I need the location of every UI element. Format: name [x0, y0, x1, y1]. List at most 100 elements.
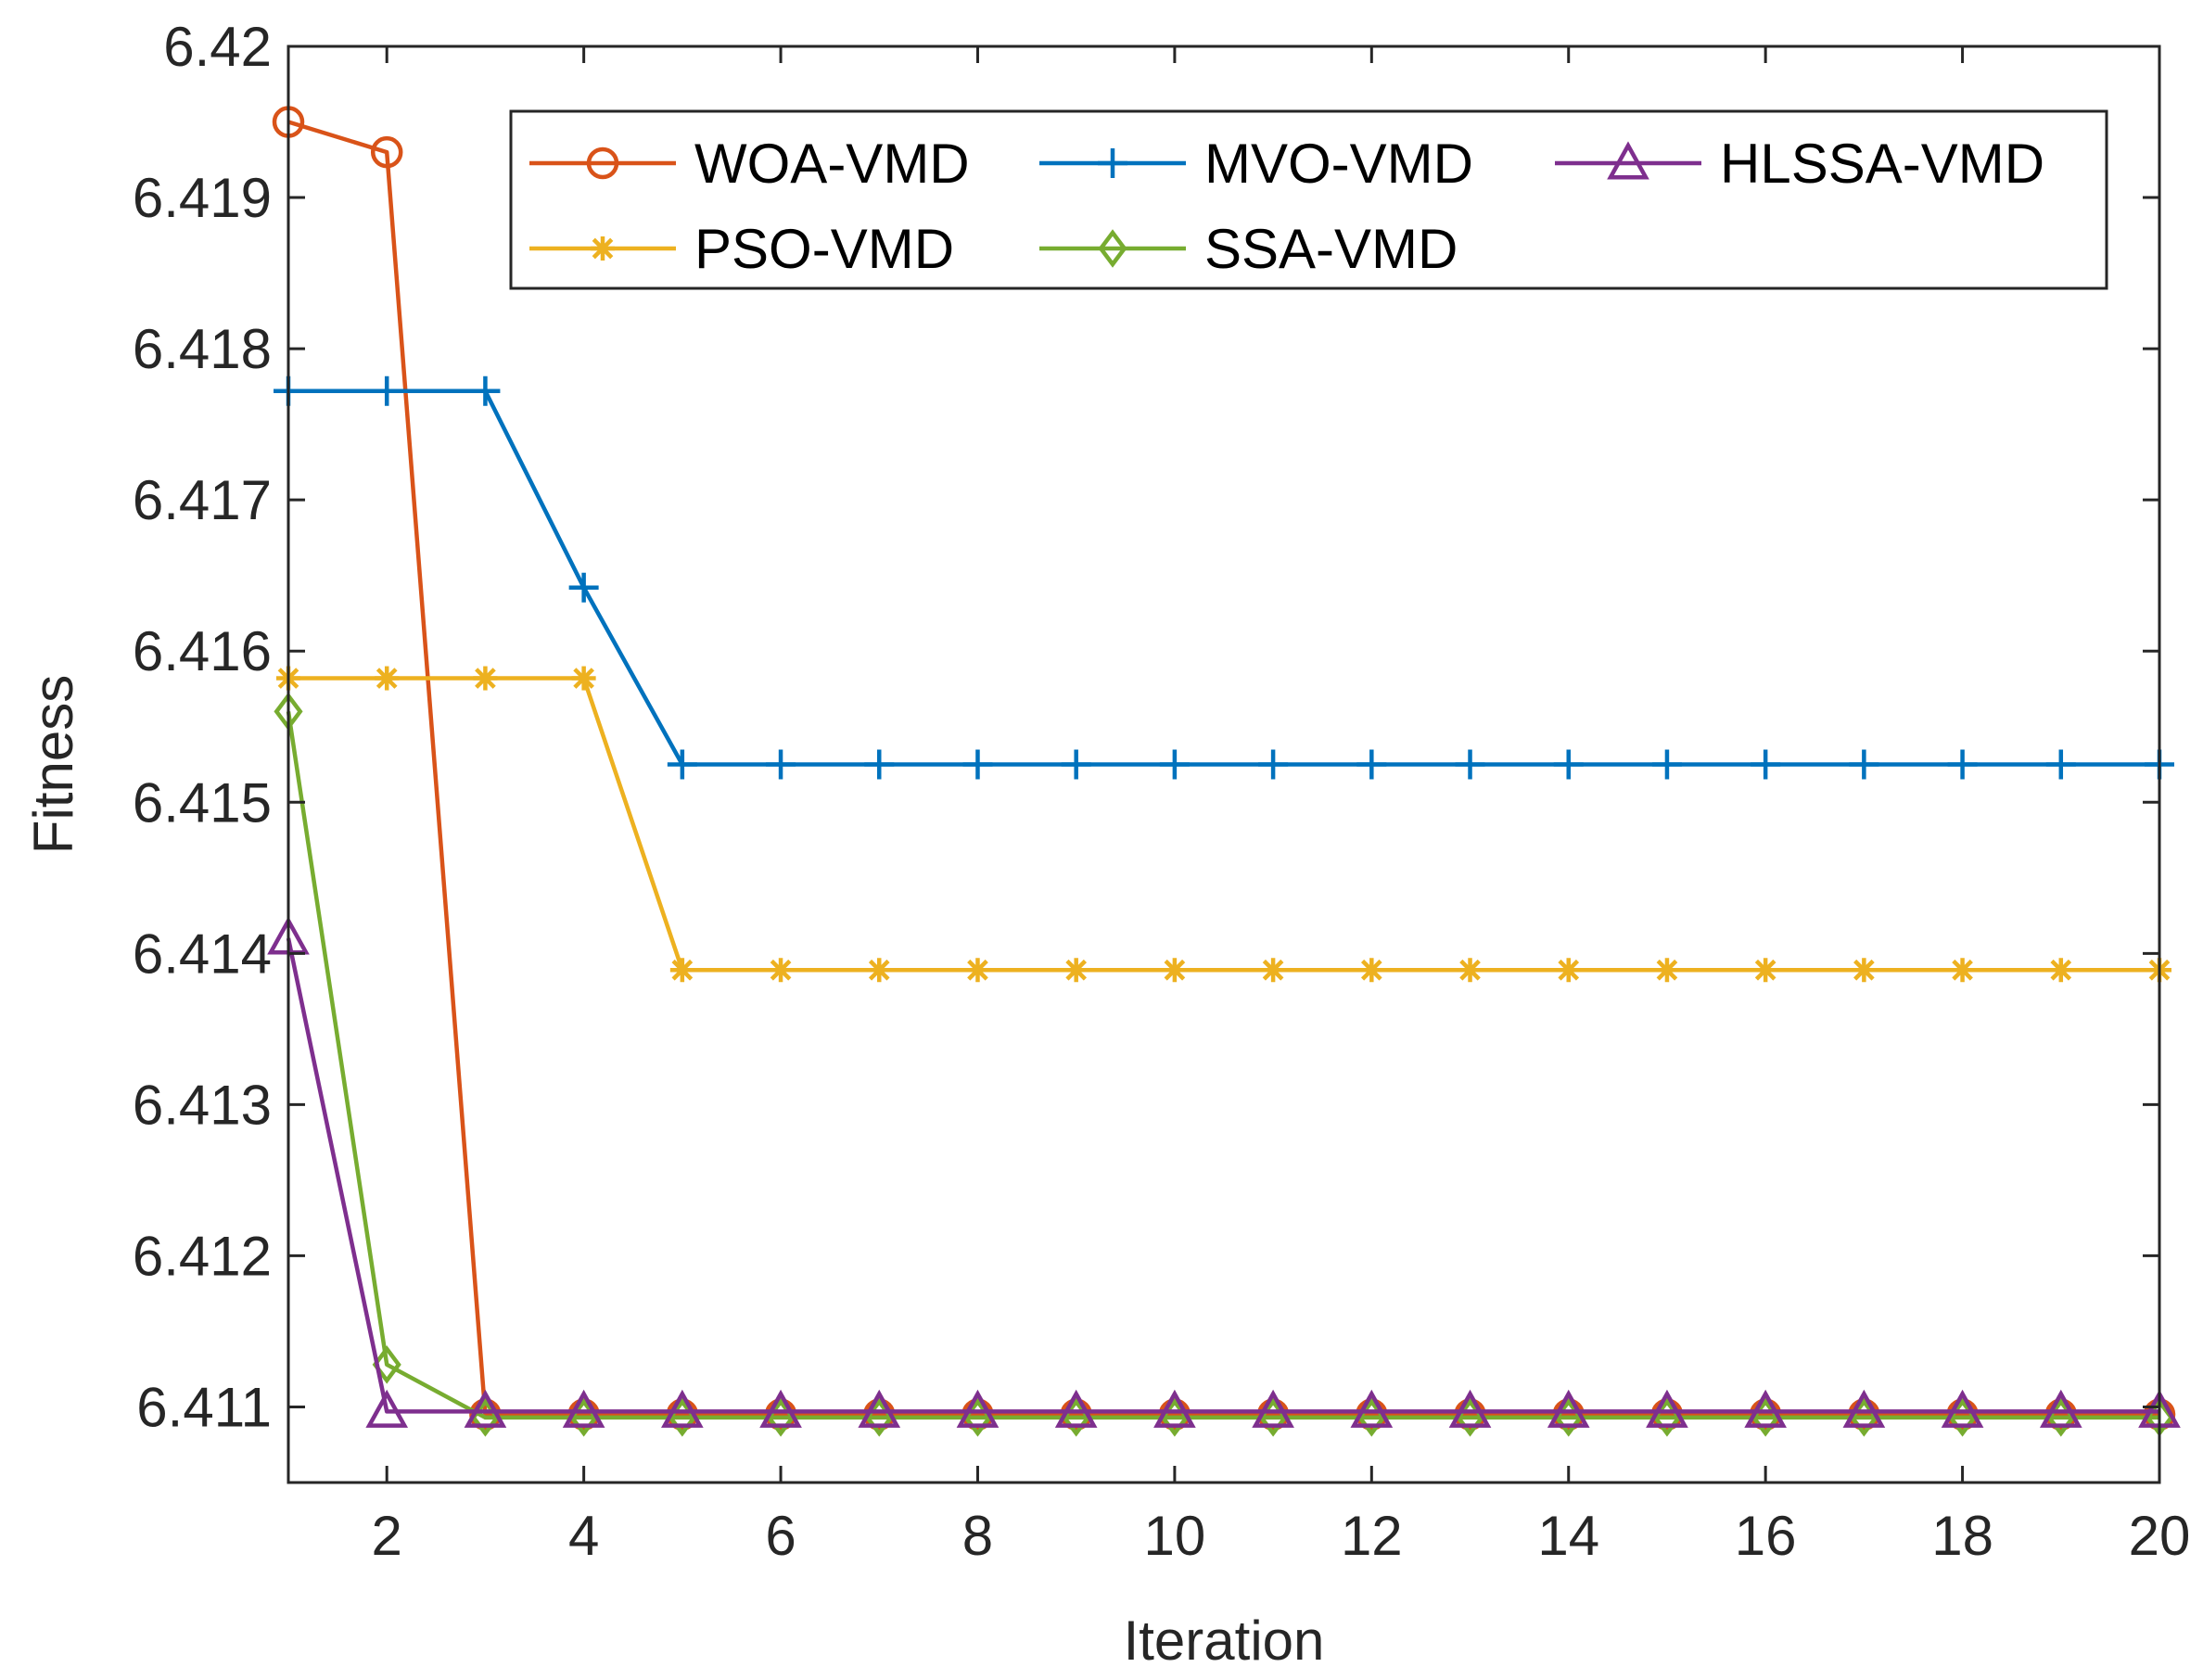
data-point	[1842, 1389, 1886, 1428]
legend-item-ssa-vmd: SSA-VMD	[1039, 218, 1458, 280]
legend-label: PSO-VMD	[694, 218, 954, 280]
series-line	[288, 388, 2159, 767]
x-tick-label: 10	[1144, 1505, 1206, 1567]
data-point	[769, 958, 794, 983]
data-point	[858, 1389, 901, 1428]
data-point	[2045, 749, 2076, 780]
data-point	[1356, 749, 1387, 780]
legend-item-mvo-vmd: MVO-VMD	[1039, 133, 1473, 195]
data-point	[1651, 749, 1682, 780]
data-point	[661, 1389, 704, 1428]
data-point	[1359, 958, 1384, 983]
y-tick-label: 6.42	[163, 16, 272, 78]
x-axis-label: Iteration	[1124, 1610, 1325, 1672]
x-tick-label: 2	[372, 1505, 402, 1567]
x-tick-label: 20	[2129, 1505, 2191, 1567]
x-tick-label: 14	[1537, 1505, 1599, 1567]
data-point	[1162, 958, 1187, 983]
data-point	[1941, 1389, 1984, 1428]
data-point	[2039, 1389, 2082, 1428]
data-point	[1258, 749, 1289, 780]
x-tick-label: 12	[1341, 1505, 1403, 1567]
data-point	[669, 958, 694, 983]
data-point	[1458, 958, 1483, 983]
ticks-layer: 2 4 6 8 10 12 14 16 18 20 6.411 6.412 6.413 6.414 6.41…	[133, 16, 2191, 1567]
data-point	[1553, 749, 1584, 780]
data-point	[1646, 1389, 1688, 1428]
data-point	[1261, 958, 1286, 983]
series-line	[288, 676, 2159, 973]
plot-area-frame	[287, 45, 2161, 1484]
data-point	[1852, 958, 1877, 983]
y-tick-label: 6.416	[133, 620, 272, 682]
data-point	[375, 666, 400, 691]
data-point	[1455, 749, 1485, 780]
legend-marker	[586, 146, 619, 180]
data-point	[2048, 958, 2073, 983]
legend-marker	[591, 236, 615, 261]
series-mvo-vmd	[274, 375, 2174, 780]
y-tick-label: 6.417	[133, 469, 272, 531]
legend: WOA-VMD MVO-VMD HLSSA-VMD PSO-VMD SSA-VMD	[509, 109, 2108, 290]
x-tick-label: 16	[1735, 1505, 1797, 1567]
data-point	[667, 749, 697, 780]
data-point	[956, 1389, 1000, 1428]
legend-marker	[1098, 148, 1127, 178]
data-point	[1654, 958, 1679, 983]
legend-item-pso-vmd: PSO-VMD	[529, 218, 954, 280]
data-point	[1753, 958, 1778, 983]
data-point	[365, 1389, 409, 1428]
data-point	[867, 958, 892, 983]
data-point	[1054, 1389, 1098, 1428]
data-point	[470, 375, 501, 406]
legend-label: HLSSA-VMD	[1720, 133, 2044, 195]
series-line	[287, 120, 2159, 1417]
y-tick-label: 6.418	[133, 318, 272, 380]
legend-item-hlssa-vmd: HLSSA-VMD	[1555, 133, 2044, 195]
data-point	[759, 1389, 802, 1428]
data-point	[1252, 1389, 1294, 1428]
x-tick-label: 4	[568, 1505, 599, 1567]
data-point	[1061, 749, 1091, 780]
data-point	[1448, 1389, 1492, 1428]
x-tick-label: 18	[1931, 1505, 1993, 1567]
data-point	[473, 666, 498, 691]
legend-label: WOA-VMD	[694, 133, 970, 195]
data-point	[568, 572, 599, 603]
series-hlssa-vmd	[267, 916, 2181, 1428]
series-line	[286, 711, 2159, 1420]
legend-label: MVO-VMD	[1204, 133, 1473, 195]
y-tick-label: 6.415	[133, 771, 272, 834]
data-point	[464, 1389, 507, 1428]
data-point	[1950, 958, 1975, 983]
data-point	[1063, 958, 1089, 983]
y-tick-label: 6.413	[133, 1074, 272, 1136]
legend-item-woa-vmd: WOA-VMD	[529, 133, 970, 195]
x-tick-label: 6	[765, 1505, 796, 1567]
legend-box	[509, 109, 2108, 290]
data-point	[372, 1345, 401, 1384]
legend-marker	[1607, 141, 1649, 180]
data-point	[965, 958, 990, 983]
y-tick-label: 6.419	[133, 167, 272, 229]
data-point	[1159, 749, 1190, 780]
series-line	[286, 937, 2159, 1414]
data-point	[1350, 1389, 1394, 1428]
y-tick-label: 6.414	[133, 923, 272, 985]
data-point	[1751, 749, 1781, 780]
y-tick-label: 6.411	[136, 1376, 272, 1438]
y-axis-label: Fitness	[22, 675, 84, 854]
y-tick-label: 6.412	[133, 1225, 272, 1287]
data-point	[1849, 749, 1879, 780]
data-point	[571, 666, 596, 691]
data-point	[1556, 958, 1581, 983]
data-point	[864, 749, 895, 780]
legend-marker	[1098, 229, 1127, 268]
data-point	[562, 1389, 605, 1428]
data-point	[766, 749, 796, 780]
data-point	[370, 135, 403, 169]
data-point	[962, 749, 993, 780]
data-point	[372, 375, 402, 406]
